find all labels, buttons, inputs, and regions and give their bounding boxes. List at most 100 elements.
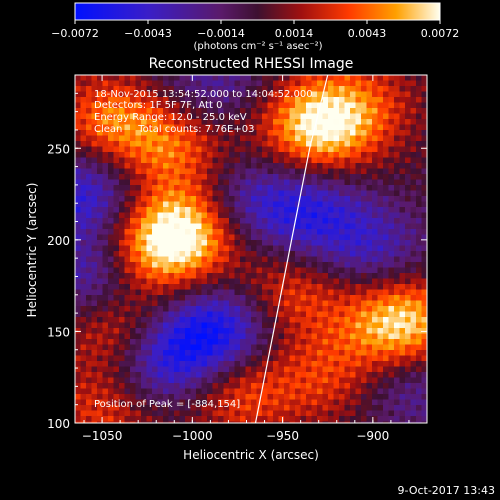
heatmap-pixel [322, 388, 329, 395]
heatmap-pixel [405, 234, 411, 241]
heatmap-pixel [388, 223, 395, 230]
heatmap-pixel [328, 372, 334, 378]
heatmap-pixel [410, 361, 417, 367]
heatmap-pixel [350, 124, 356, 131]
heatmap-pixel [344, 350, 351, 356]
heatmap-pixel [366, 174, 373, 180]
heatmap-pixel [146, 179, 153, 186]
heatmap-pixel [75, 405, 81, 411]
heatmap-pixel [102, 317, 109, 323]
heatmap-pixel [278, 399, 285, 406]
heatmap-pixel [410, 146, 417, 153]
heatmap-pixel [152, 289, 158, 296]
heatmap-pixel [405, 201, 411, 208]
heatmap-pixel [212, 295, 219, 301]
heatmap-pixel [383, 190, 389, 197]
heatmap-pixel [355, 179, 362, 186]
heatmap-pixel [113, 416, 120, 422]
heatmap-pixel [278, 102, 285, 109]
heatmap-pixel [251, 311, 257, 318]
heatmap-pixel [344, 322, 351, 329]
heatmap-pixel [240, 80, 246, 87]
heatmap-pixel [75, 284, 81, 290]
heatmap-pixel [311, 174, 318, 180]
heatmap-pixel [267, 97, 274, 103]
heatmap-pixel [86, 262, 92, 268]
heatmap-pixel [256, 344, 263, 351]
heatmap-pixel [311, 152, 318, 158]
heatmap-pixel [190, 135, 197, 142]
heatmap-pixel [295, 113, 301, 120]
heatmap-pixel [405, 179, 411, 186]
heatmap-pixel [344, 174, 351, 180]
heatmap-pixel [97, 377, 103, 384]
heatmap-pixel [333, 141, 340, 147]
heatmap-pixel [273, 339, 279, 345]
heatmap-pixel [212, 190, 219, 197]
heatmap-pixel [317, 366, 323, 373]
heatmap-pixel [146, 234, 153, 241]
heatmap-pixel [80, 273, 87, 279]
heatmap-pixel [130, 212, 136, 219]
heatmap-pixel [97, 119, 103, 125]
heatmap-pixel [410, 322, 417, 329]
x-tick-label: −900 [356, 429, 389, 443]
heatmap-pixel [284, 278, 290, 285]
heatmap-pixel [256, 355, 263, 362]
heatmap-pixel [124, 421, 131, 423]
heatmap-pixel [146, 251, 153, 257]
heatmap-pixel [108, 146, 114, 153]
heatmap-pixel [410, 339, 417, 345]
heatmap-pixel [295, 421, 301, 423]
heatmap-pixel [251, 350, 257, 356]
heatmap-pixel [333, 152, 340, 158]
heatmap-pixel [322, 399, 329, 406]
heatmap-pixel [91, 394, 98, 400]
heatmap-pixel [190, 108, 197, 114]
heatmap-pixel [410, 130, 417, 136]
heatmap-pixel [245, 333, 252, 340]
heatmap-pixel [361, 256, 367, 263]
heatmap-pixel [229, 108, 235, 114]
heatmap-pixel [196, 130, 202, 136]
heatmap-pixel [245, 91, 252, 98]
heatmap-pixel [284, 163, 290, 169]
heatmap-pixel [256, 102, 263, 109]
heatmap-pixel [350, 394, 356, 400]
heatmap-pixel [262, 256, 268, 263]
heatmap-pixel [251, 223, 257, 230]
heatmap-pixel [234, 240, 241, 246]
heatmap-pixel [361, 163, 367, 169]
heatmap-pixel [119, 416, 125, 422]
heatmap-pixel [223, 113, 230, 120]
heatmap-pixel [201, 108, 208, 114]
heatmap-pixel [289, 168, 296, 175]
heatmap-pixel [333, 273, 340, 279]
heatmap-pixel [317, 278, 323, 285]
heatmap-pixel [405, 306, 411, 312]
heatmap-pixel [333, 333, 340, 340]
heatmap-pixel [256, 179, 263, 186]
heatmap-pixel [157, 201, 164, 208]
heatmap-pixel [377, 245, 384, 252]
heatmap-pixel [119, 179, 125, 186]
heatmap-pixel [119, 229, 125, 235]
heatmap-pixel [86, 251, 92, 257]
heatmap-pixel [251, 163, 257, 169]
heatmap-pixel [240, 251, 246, 257]
heatmap-pixel [97, 256, 103, 263]
heatmap-pixel [135, 410, 142, 417]
heatmap-pixel [174, 256, 180, 263]
heatmap-pixel [377, 328, 384, 334]
heatmap-pixel [135, 113, 142, 120]
heatmap-pixel [113, 410, 120, 417]
heatmap-pixel [372, 328, 378, 334]
heatmap-pixel [201, 289, 208, 296]
heatmap-pixel [212, 75, 219, 81]
heatmap-pixel [273, 179, 279, 186]
heatmap-pixel [410, 174, 417, 180]
heatmap-pixel [168, 377, 175, 384]
heatmap-pixel [207, 350, 213, 356]
heatmap-pixel [306, 91, 312, 98]
heatmap-pixel [350, 229, 356, 235]
